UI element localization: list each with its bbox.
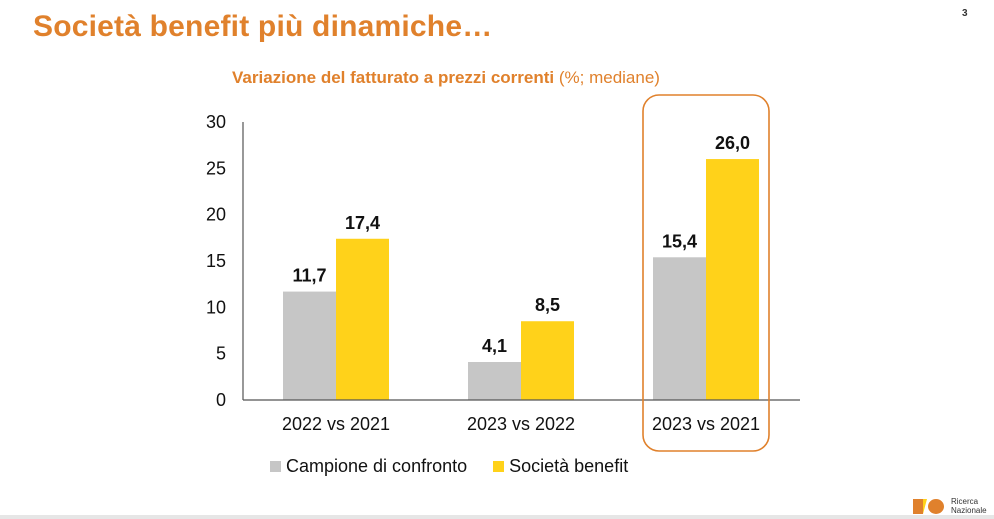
y-tick-label: 25: [206, 158, 226, 178]
legend-label-benefit: Società benefit: [509, 456, 629, 476]
y-tick-label: 20: [206, 205, 226, 225]
chart-legend: Campione di confronto Società benefit: [270, 456, 654, 477]
x-tick-label: 2023 vs 2022: [467, 414, 575, 434]
y-tick-label: 30: [206, 112, 226, 132]
subtitle-bold: Variazione del fatturato a prezzi corren…: [232, 68, 555, 87]
data-label: 8,5: [535, 295, 560, 315]
bar-benefit: [521, 321, 574, 400]
ricerca-nazionale-logo-icon: [913, 499, 944, 514]
chart-subtitle: Variazione del fatturato a prezzi corren…: [232, 68, 660, 88]
y-tick-label: 0: [216, 390, 226, 410]
footer-bar: [0, 515, 994, 519]
legend-label-comparison: Campione di confronto: [286, 456, 468, 476]
y-tick-label: 5: [216, 344, 226, 364]
logo-text: Ricerca Nazionale: [951, 497, 987, 515]
slide-title: Società benefit più dinamiche…: [33, 10, 493, 43]
x-tick-label: 2022 vs 2021: [282, 414, 390, 434]
bar-benefit: [336, 238, 389, 400]
bar-comparison: [653, 257, 706, 400]
bar-comparison: [283, 291, 336, 400]
legend-swatch-benefit: [493, 461, 505, 472]
ricerca-nazionale-logo: Ricerca Nazionale: [913, 497, 987, 515]
bar-benefit: [706, 159, 759, 400]
page-number: 3: [962, 8, 968, 19]
data-label: 26,0: [715, 133, 750, 153]
subtitle-units: (%; mediane): [554, 68, 660, 87]
legend-item-comparison: Campione di confronto: [270, 456, 467, 477]
data-label: 15,4: [662, 231, 697, 251]
logo-line-1: Ricerca: [951, 497, 979, 506]
x-tick-label: 2023 vs 2021: [652, 414, 760, 434]
data-label: 11,7: [292, 266, 326, 286]
data-label: 17,4: [345, 213, 380, 233]
y-tick-label: 15: [206, 251, 226, 271]
highlight-box: [642, 94, 770, 452]
logo-line-2: Nazionale: [951, 506, 987, 515]
y-tick-label: 10: [206, 297, 226, 317]
legend-item-benefit: Società benefit: [493, 456, 628, 477]
legend-swatch-comparison: [270, 461, 281, 472]
data-label: 4,1: [482, 336, 507, 356]
bar-comparison: [468, 362, 521, 400]
